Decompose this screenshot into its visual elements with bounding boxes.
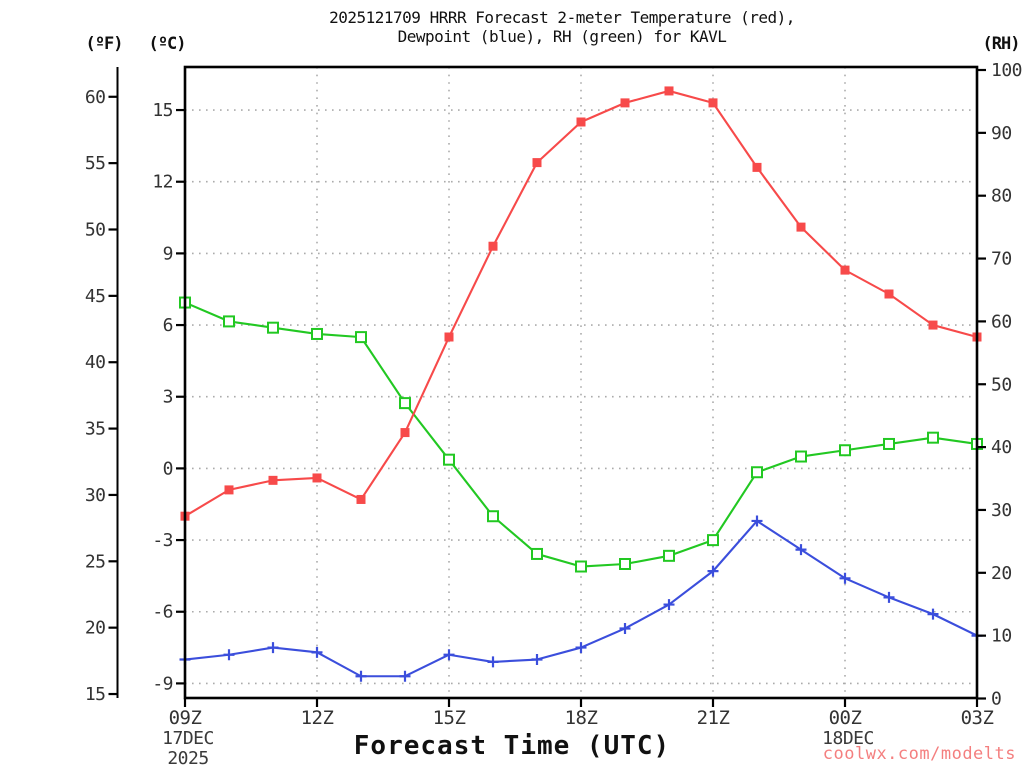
svg-text:10: 10: [991, 626, 1012, 647]
svg-text:45: 45: [85, 286, 106, 307]
svg-text:80: 80: [991, 186, 1012, 207]
svg-text:12: 12: [152, 172, 173, 193]
x-axis-title: Forecast Time (UTC): [353, 731, 671, 761]
svg-text:50: 50: [85, 220, 106, 241]
svg-text:9: 9: [163, 243, 173, 264]
plot-frame: [183, 65, 979, 700]
celsius-axis-header: (ºC): [148, 34, 187, 54]
svg-text:40: 40: [85, 352, 106, 373]
svg-text:100: 100: [991, 60, 1022, 81]
svg-text:30: 30: [85, 485, 106, 506]
svg-text:90: 90: [991, 123, 1012, 144]
svg-text:-3: -3: [152, 530, 173, 551]
svg-text:70: 70: [991, 249, 1012, 270]
svg-text:18Z: 18Z: [565, 707, 598, 729]
svg-text:15: 15: [152, 100, 173, 121]
svg-text:2025: 2025: [167, 748, 208, 768]
svg-text:40: 40: [991, 437, 1012, 458]
fahrenheit-axis: 60 55 50 45 40 35 30 25 20 15: [85, 67, 119, 705]
svg-text:60: 60: [85, 87, 106, 108]
svg-text:0: 0: [163, 458, 173, 479]
gridlines: [185, 67, 977, 698]
celsius-axis-ticks: 15 12 9 6 3 0 -3 -6 -9: [152, 100, 185, 694]
fahrenheit-axis-header: (ºF): [85, 34, 124, 54]
svg-text:15Z: 15Z: [433, 707, 466, 729]
svg-text:09Z: 09Z: [169, 707, 202, 729]
svg-text:00Z: 00Z: [829, 707, 862, 729]
dewpoint-series: [179, 515, 983, 682]
svg-text:15: 15: [85, 684, 106, 705]
svg-text:60: 60: [991, 311, 1012, 332]
rh-series: [179, 296, 983, 573]
svg-text:20: 20: [991, 563, 1012, 584]
svg-text:18DEC: 18DEC: [822, 728, 874, 749]
time-axis-ticks: 09Z 12Z 15Z 18Z 21Z 00Z 03Z: [169, 698, 994, 729]
svg-text:6: 6: [163, 315, 173, 336]
svg-text:0: 0: [991, 689, 1001, 710]
chart-title-line1: 2025121709 HRRR Forecast 2-meter Tempera…: [329, 8, 795, 27]
svg-text:3: 3: [163, 387, 173, 408]
svg-text:20: 20: [85, 618, 106, 639]
watermark-text: coolwx.com/modelts: [822, 744, 1016, 764]
svg-text:55: 55: [85, 153, 106, 174]
chart-title-line2: Dewpoint (blue), RH (green) for KAVL: [397, 27, 727, 46]
svg-text:35: 35: [85, 419, 106, 440]
svg-text:12Z: 12Z: [301, 707, 334, 729]
svg-text:25: 25: [85, 551, 106, 572]
svg-text:30: 30: [991, 500, 1012, 521]
svg-text:50: 50: [991, 374, 1012, 395]
svg-text:17DEC: 17DEC: [162, 728, 214, 749]
rh-axis-header: (RH): [982, 34, 1021, 54]
svg-text:-9: -9: [152, 673, 173, 694]
svg-text:03Z: 03Z: [961, 707, 994, 729]
svg-text:-6: -6: [152, 602, 173, 623]
svg-text:21Z: 21Z: [697, 707, 730, 729]
